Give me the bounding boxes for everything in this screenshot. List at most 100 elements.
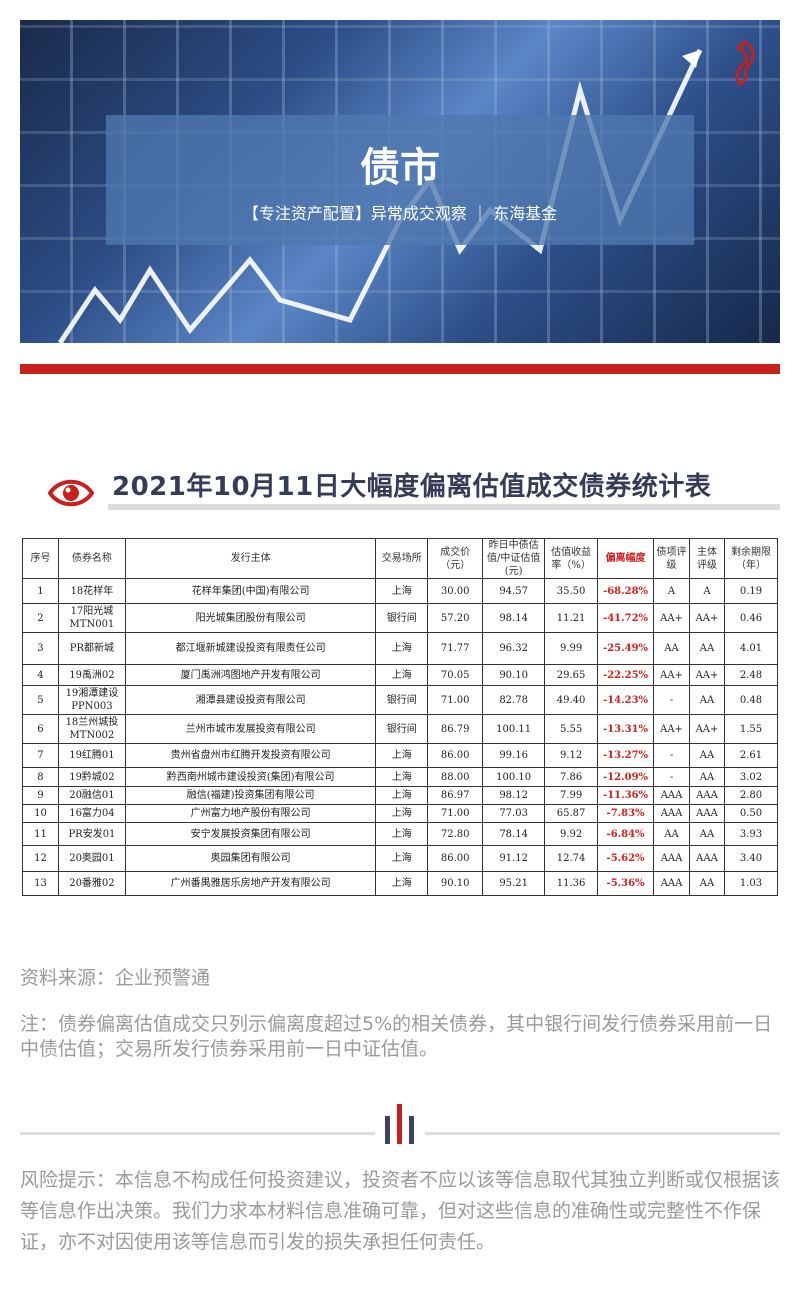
table-cell: 98.12: [482, 786, 546, 805]
table-cell: -14.23%: [597, 685, 655, 715]
column-header: 剩余期限（年）: [723, 538, 779, 579]
table-cell: 7.99: [544, 786, 599, 805]
table-cell: 35.50: [544, 578, 599, 604]
table-cell: 18兰州城投MTN002: [57, 714, 126, 744]
table-cell: 安宁发展投资集团有限公司: [124, 822, 377, 846]
table-cell: 上海: [375, 804, 429, 823]
table-row: 2 17阳光城MTN001 阳光城集团股份有限公司 银行间 57.20 98.14 11.2…: [22, 603, 779, 633]
red-divider: [20, 364, 780, 374]
table-cell: 18花样年: [57, 578, 126, 604]
table-cell: 91.12: [482, 845, 546, 872]
table-cell: 7.86: [544, 767, 599, 787]
table-cell: 11.21: [544, 603, 599, 633]
table-cell: 49.40: [544, 685, 599, 715]
table-cell: 融信(福建)投资集团有限公司: [124, 786, 377, 805]
table-cell: 78.14: [482, 822, 546, 846]
table-cell: 2.80: [723, 786, 779, 805]
table-header-row: 序号 债券名称 发行主体 交易场所 成交价（元） 昨日中债估值/中证估值(元) 估值收益率（…: [22, 538, 779, 579]
bond-deviation-table: 序号 债券名称 发行主体 交易场所 成交价（元） 昨日中债估值/中证估值(元) 估值收益率（…: [22, 538, 779, 896]
table-cell: 4: [22, 664, 59, 686]
table-cell: 2: [22, 603, 59, 633]
column-header: 债券名称: [57, 538, 126, 579]
table-cell: 上海: [375, 664, 429, 686]
column-header: 债项评级: [653, 538, 691, 579]
table-cell: AAA: [653, 804, 691, 823]
table-row: 12 20奥园01 奥园集团有限公司 上海 86.00 91.12 12.74 -5.62% A…: [22, 845, 779, 872]
table-cell: AA+: [653, 714, 691, 744]
table-cell: AA+: [653, 664, 691, 686]
table-cell: 20番雅02: [57, 871, 126, 896]
table-cell: 86.79: [427, 714, 484, 744]
table-cell: 19禹洲02: [57, 664, 126, 686]
table-cell: 13: [22, 871, 59, 896]
table-row: 5 19湘潭建设PPN003 湘潭县建设投资有限公司 银行间 71.00 82.78 49.…: [22, 685, 779, 715]
table-cell: AAA: [689, 845, 725, 872]
table-row: 4 19禹洲02 厦门禹洲鸿图地产开发有限公司 上海 70.05 90.10 29.65 -2…: [22, 664, 779, 686]
table-cell: AA: [653, 632, 691, 665]
table-cell: 95.21: [482, 871, 546, 896]
column-header: 成交价（元）: [427, 538, 484, 579]
table-cell: 1.03: [723, 871, 779, 896]
risk-disclaimer: 风险提示：本信息不构成任何投资建议，投资者不应以该等信息取代其独立判断或仅根据该…: [20, 1169, 781, 1253]
table-cell: 上海: [375, 822, 429, 846]
table-cell: 银行间: [375, 603, 429, 633]
table-cell: 12: [22, 845, 59, 872]
table-cell: 65.87: [544, 804, 599, 823]
column-header: 估值收益率（%）: [544, 538, 599, 579]
column-header: 偏离幅度: [597, 538, 655, 579]
table-cell: -: [653, 685, 691, 715]
table-cell: 奥园集团有限公司: [124, 845, 377, 872]
table-cell: -11.36%: [597, 786, 655, 805]
table-cell: 11: [22, 822, 59, 846]
table-cell: AA: [689, 685, 725, 715]
banner-title-box: 债市 【专注资产配置】异常成交观察 ｜ 东海基金: [106, 115, 694, 245]
table-cell: 3.40: [723, 845, 779, 872]
table-cell: 银行间: [375, 685, 429, 715]
table-cell: 88.00: [427, 767, 484, 787]
data-source: 资料来源：企业预警通: [20, 967, 211, 989]
column-header: 发行主体: [124, 538, 377, 579]
column-header: 昨日中债估值/中证估值(元): [482, 538, 546, 579]
table-cell: 71.77: [427, 632, 484, 665]
table-row: 1 18花样年 花样年集团(中国)有限公司 上海 30.00 94.57 35.50 -68.…: [22, 578, 779, 604]
table-cell: 4.01: [723, 632, 779, 665]
table-cell: 57.20: [427, 603, 484, 633]
table-cell: 0.50: [723, 804, 779, 823]
table-cell: -6.84%: [597, 822, 655, 846]
table-cell: 3: [22, 632, 59, 665]
table-cell: 阳光城集团股份有限公司: [124, 603, 377, 633]
table-cell: AAA: [689, 804, 725, 823]
table-cell: AA: [689, 743, 725, 768]
table-cell: 86.97: [427, 786, 484, 805]
table-cell: -13.27%: [597, 743, 655, 768]
table-cell: AA+: [689, 603, 725, 633]
table-cell: 上海: [375, 632, 429, 665]
table-cell: 银行间: [375, 714, 429, 744]
column-header: 序号: [22, 538, 59, 579]
table-cell: AA+: [653, 603, 691, 633]
table-cell: -5.62%: [597, 845, 655, 872]
table-cell: 29.65: [544, 664, 599, 686]
table-cell: 花样年集团(中国)有限公司: [124, 578, 377, 604]
table-cell: -22.25%: [597, 664, 655, 686]
table-cell: 2.48: [723, 664, 779, 686]
table-cell: 3.02: [723, 767, 779, 787]
table-cell: 82.78: [482, 685, 546, 715]
table-cell: 0.46: [723, 603, 779, 633]
table-cell: -7.83%: [597, 804, 655, 823]
table-row: 9 20融信01 融信(福建)投资集团有限公司 上海 86.97 98.12 7.99 -11…: [22, 786, 779, 805]
table-cell: 黔西南州城市建设投资(集团)有限公司: [124, 767, 377, 787]
table-cell: AAA: [653, 871, 691, 896]
table-cell: 9.12: [544, 743, 599, 768]
table-cell: 100.10: [482, 767, 546, 787]
table-cell: 7: [22, 743, 59, 768]
table-cell: 98.14: [482, 603, 546, 633]
table-cell: 上海: [375, 871, 429, 896]
table-cell: -13.31%: [597, 714, 655, 744]
table-cell: 99.16: [482, 743, 546, 768]
table-cell: 3.93: [723, 822, 779, 846]
table-cell: 5.55: [544, 714, 599, 744]
table-row: 11 PR安发01 安宁发展投资集团有限公司 上海 72.80 78.14 9.92 -6.8…: [22, 822, 779, 846]
table-cell: 上海: [375, 767, 429, 787]
table-cell: 30.00: [427, 578, 484, 604]
